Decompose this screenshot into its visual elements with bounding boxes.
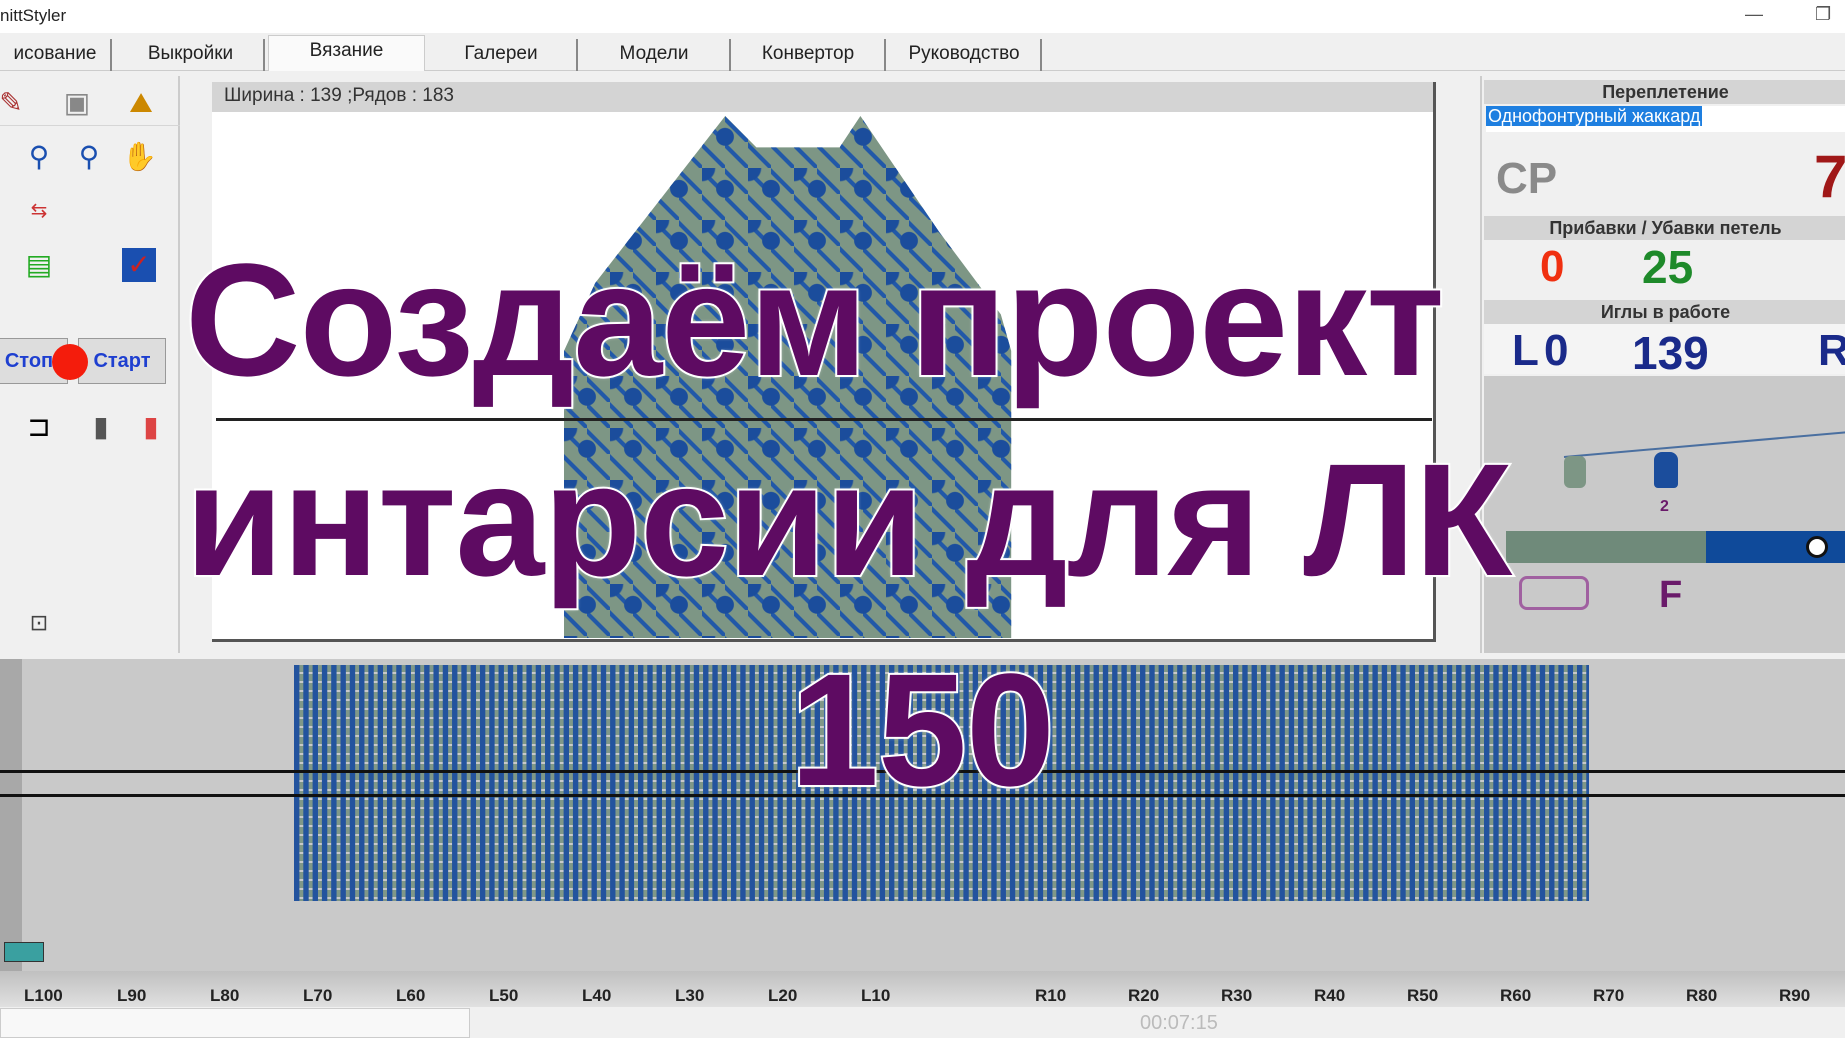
carriage-icon[interactable]: ▤: [25, 249, 53, 280]
needles-right-label: R: [1818, 326, 1845, 375]
zoom-in-icon[interactable]: ⚲: [28, 141, 50, 172]
needle-bed-view[interactable]: [0, 659, 1845, 974]
weave-header: Переплетение: [1484, 80, 1845, 104]
ruler-label: L90: [117, 986, 147, 1005]
ruler-label: L20: [768, 986, 798, 1005]
shaping-header: Прибавки / Убавки петель: [1484, 216, 1845, 240]
zoom-out-icon[interactable]: ⚲: [78, 141, 100, 172]
needles-left-label: L: [1512, 326, 1539, 375]
design-canvas[interactable]: Ширина : 139 ;Рядов : 183: [212, 82, 1436, 642]
overlay-title-line3: 150: [788, 640, 1057, 819]
right-panel: Переплетение Однофонтурный жаккард CP 7 …: [1480, 76, 1845, 653]
scroll-handle[interactable]: [4, 942, 44, 962]
ruler-label: R20: [1128, 986, 1160, 1005]
knit-pattern-rows: [294, 665, 1589, 901]
yarn-cone-blue-icon: [1654, 452, 1678, 488]
weave-select[interactable]: Однофонтурный жаккард: [1486, 106, 1845, 132]
garment-icon[interactable]: ▮: [93, 411, 109, 442]
row-marker-line: [0, 770, 1845, 773]
status-bar: [0, 1008, 470, 1038]
ruler-label: L80: [210, 986, 240, 1005]
minimize-button[interactable]: —: [1745, 4, 1763, 24]
tab-knitting[interactable]: Вязание: [268, 35, 425, 71]
move-icon[interactable]: ⇆: [30, 200, 48, 222]
overlay-title-line2: интарсии для ЛК: [183, 430, 1514, 609]
ruler-label: L10: [861, 986, 891, 1005]
tab-patterns[interactable]: Выкройки: [118, 39, 265, 71]
step-icon[interactable]: ⊐: [27, 411, 51, 442]
shaping-center: 25: [1642, 241, 1694, 293]
row-marker-line: [216, 418, 1432, 421]
canvas-info: Ширина : 139 ;Рядов : 183: [212, 82, 1433, 112]
ruler-label: R80: [1686, 986, 1718, 1005]
ruler-label: L100: [24, 986, 63, 1005]
ruler-label: L60: [396, 986, 426, 1005]
tab-converter[interactable]: Конвертор: [732, 39, 886, 71]
needles-count: 139: [1632, 327, 1709, 379]
tab-models[interactable]: Модели: [579, 39, 731, 71]
tab-galleries[interactable]: Галереи: [426, 39, 578, 71]
carriage-view: 2 F: [1484, 376, 1845, 653]
carriage-icon: [1519, 576, 1589, 610]
needles-header: Иглы в работе: [1484, 300, 1845, 324]
window-title: nittStyler: [0, 6, 67, 25]
save-icon[interactable]: ▣: [63, 87, 91, 118]
row-marker-line: [0, 794, 1845, 797]
left-toolbar: ✎ ▣ ⛰ ⚲ ⚲ ✋ ⇆ ▤ ✓ Стоп Старт ⊐ ▮ ▮ ⊡: [0, 76, 180, 653]
pattern-icon[interactable]: ⛰: [129, 87, 153, 118]
shaping-left: 0: [1540, 242, 1565, 291]
main-tabs: исование Выкройки Вязание Галереи Модели…: [0, 35, 1845, 71]
needle-ruler: L100 L90 L80 L70 L60 L50 L40 L30 L20 L10 R10 R20 R30…: [0, 971, 1845, 1007]
overlay-title-line1: Создаём проект: [183, 230, 1447, 409]
ruler-label: R70: [1593, 986, 1625, 1005]
needles-left: 0: [1544, 326, 1569, 375]
ruler-label: L30: [675, 986, 705, 1005]
carriage-label: F: [1659, 574, 1683, 616]
yarn-number: 2: [1660, 498, 1669, 515]
carriage-position-indicator: [1806, 536, 1828, 558]
ruler-label: L50: [489, 986, 519, 1005]
restore-button[interactable]: ❐: [1815, 4, 1832, 24]
player-time: 00:07:15: [1140, 1012, 1218, 1034]
ruler-label: R10: [1035, 986, 1067, 1005]
ruler-label: R40: [1314, 986, 1346, 1005]
ruler-label: R50: [1407, 986, 1439, 1005]
camera-icon[interactable]: ⊡: [29, 610, 49, 635]
yarn-cone-green-icon: [1564, 456, 1586, 488]
hand-icon[interactable]: ✋: [122, 141, 157, 172]
title-bar: nittStyler — ❐: [0, 0, 1845, 33]
ruler-label: R60: [1500, 986, 1532, 1005]
ruler-label: R30: [1221, 986, 1253, 1005]
check-icon[interactable]: ✓: [122, 248, 156, 282]
ruler-label: R90: [1779, 986, 1811, 1005]
garment-red-icon[interactable]: ▮: [143, 411, 159, 442]
start-button[interactable]: Старт: [78, 338, 166, 384]
ruler-label: L40: [582, 986, 612, 1005]
tab-guide[interactable]: Руководство: [888, 39, 1042, 71]
cp-value: 7: [1814, 143, 1845, 210]
status-indicator-icon: [52, 344, 88, 380]
tool-icon[interactable]: ✎: [0, 87, 23, 118]
cp-label: CP: [1496, 154, 1558, 203]
tab-drawing[interactable]: исование: [0, 39, 112, 71]
ruler-label: L70: [303, 986, 333, 1005]
